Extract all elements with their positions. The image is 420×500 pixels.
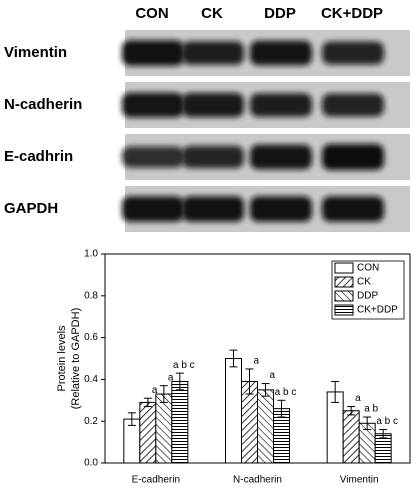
lane-label: CK+DDP <box>321 5 383 22</box>
legend-label: DDP <box>357 291 378 302</box>
bar <box>155 393 173 464</box>
y-tick-label: 0.8 <box>84 290 98 301</box>
row-label: GAPDH <box>4 200 58 217</box>
significance-label: a b c <box>376 416 398 427</box>
band <box>250 144 312 170</box>
x-tick-label: Vimentin <box>340 475 379 486</box>
y-tick-label: 0.2 <box>84 416 98 427</box>
significance-label: a <box>355 393 361 404</box>
band <box>122 40 184 66</box>
row-label: E-cadhrin <box>4 148 73 165</box>
band <box>122 92 184 118</box>
x-tick-label: N-cadherin <box>233 475 282 486</box>
row-label: N-cadherin <box>4 96 82 113</box>
legend-label: CK <box>357 277 371 288</box>
band <box>322 196 384 222</box>
bar-chart: 0.0 0.2 0.4 0.6 0.8 1.0 Protein levels (Relativ… <box>56 249 411 486</box>
significance-label: a <box>254 356 260 367</box>
y-axis-label: (Relative to GAPDH) <box>70 308 82 409</box>
lane-label: DDP <box>264 5 296 22</box>
legend-swatch <box>334 262 354 274</box>
significance-label: a <box>270 370 276 381</box>
y-tick-label: 0.0 <box>84 458 98 469</box>
band <box>250 196 312 222</box>
lane-label: CON <box>135 5 168 22</box>
legend-label: CON <box>357 263 379 274</box>
row-label: Vimentin <box>4 44 67 61</box>
legend-swatch <box>334 304 354 316</box>
significance-label: a <box>152 385 158 396</box>
band <box>182 145 244 169</box>
bar <box>342 410 360 464</box>
x-tick-label: E-cadherin <box>132 475 180 486</box>
significance-label: a <box>168 372 174 383</box>
significance-label: a b c <box>275 387 297 398</box>
band <box>322 144 384 170</box>
band <box>250 93 312 117</box>
bar <box>171 380 189 464</box>
y-tick-label: 0.6 <box>84 332 98 343</box>
western-blot: CON CK DDP CK+DDP Vimentin N-cadherin E-cadhri… <box>4 5 410 232</box>
band <box>322 41 384 65</box>
y-axis-label: Protein levels <box>56 325 68 392</box>
band <box>122 196 184 222</box>
bar <box>139 401 157 464</box>
bar <box>225 358 242 464</box>
legend-swatch <box>334 290 354 302</box>
significance-label: a b c <box>173 360 195 371</box>
band <box>250 40 312 66</box>
lane-label: CK <box>201 5 223 22</box>
band <box>182 196 244 222</box>
y-tick-label: 0.4 <box>84 374 98 385</box>
bar <box>257 389 274 464</box>
significance-label: a b <box>364 404 378 415</box>
band <box>182 92 244 118</box>
legend-label: CK+DDP <box>357 305 398 316</box>
band <box>122 146 184 168</box>
legend-swatch <box>334 276 354 288</box>
y-tick-label: 1.0 <box>84 249 98 260</box>
band <box>182 41 244 65</box>
band <box>322 93 384 117</box>
